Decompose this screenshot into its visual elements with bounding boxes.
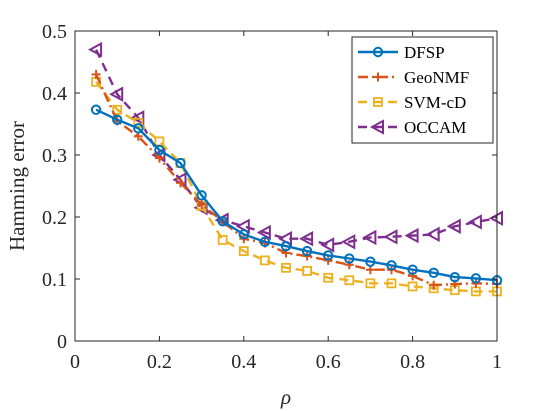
data-point	[91, 69, 101, 79]
x-tick-label: 0.8	[400, 351, 425, 373]
data-point	[196, 190, 207, 201]
data-point	[281, 262, 291, 273]
y-tick-label: 0.3	[42, 145, 67, 167]
data-point	[365, 278, 376, 289]
data-point	[446, 218, 461, 234]
ticks-layer: 0 0.2 0.4 0.6 0.8 1 0 0.1 0.2 0.3 0.4 0.5	[42, 21, 502, 373]
data-point	[238, 229, 250, 240]
legend-item-dfsp: DFSP	[358, 43, 445, 62]
data-point	[299, 231, 314, 247]
data-point	[449, 271, 460, 283]
y-tick-label: 0.4	[42, 83, 67, 105]
data-point	[344, 253, 355, 264]
legend: DFSP GeoNMF SVM-cD OCCAM	[351, 36, 494, 144]
data-point	[112, 114, 123, 125]
data-point	[256, 224, 271, 241]
data-point	[323, 250, 334, 261]
series-dfsp	[90, 104, 503, 286]
legend-item-occam: OCCAM	[358, 118, 466, 137]
data-point	[154, 144, 165, 156]
series-svm-cd	[91, 76, 502, 297]
legend-label: SVM-cD	[404, 93, 466, 112]
data-point	[238, 246, 249, 257]
data-point	[302, 266, 313, 276]
data-point	[323, 272, 334, 283]
data-point	[280, 240, 292, 252]
legend-item-svm-cd: SVM-cD	[358, 93, 466, 112]
y-tick-label: 0	[57, 331, 67, 353]
series-line	[95, 73, 498, 287]
legend-marker	[372, 46, 384, 58]
data-point	[429, 280, 439, 290]
data-point	[407, 264, 418, 275]
data-point	[301, 245, 313, 257]
data-point	[90, 104, 102, 115]
data-point	[365, 256, 376, 267]
series-occam	[88, 41, 503, 253]
legend-marker	[373, 72, 383, 82]
data-point	[386, 260, 397, 271]
legend-item-geonmf: GeoNMF	[358, 68, 469, 87]
data-point	[259, 236, 271, 248]
data-point	[428, 267, 439, 278]
data-point	[175, 157, 186, 169]
data-point	[467, 214, 482, 230]
data-point	[259, 255, 270, 266]
series-layer	[88, 41, 503, 297]
data-point	[217, 216, 228, 227]
y-tick-label: 0.1	[42, 269, 67, 291]
data-point	[88, 41, 103, 58]
data-point	[133, 117, 144, 128]
data-point	[407, 281, 418, 292]
data-point	[408, 271, 418, 281]
data-point	[344, 260, 354, 270]
data-point	[341, 234, 356, 250]
data-point	[133, 123, 144, 134]
y-tick-label: 0.2	[42, 207, 67, 229]
data-point	[320, 237, 335, 253]
x-tick-label: 0.2	[147, 351, 172, 373]
data-point	[386, 278, 397, 289]
x-tick-label: 0	[70, 351, 80, 373]
legend-label: DFSP	[404, 43, 445, 62]
data-point	[383, 229, 398, 245]
x-tick-label: 1	[492, 351, 502, 373]
legend-label: GeoNMF	[404, 68, 469, 87]
data-point	[130, 110, 145, 126]
data-point	[404, 227, 419, 244]
legend-marker	[373, 97, 383, 107]
data-point	[176, 178, 185, 188]
data-point	[362, 229, 377, 246]
data-point	[217, 235, 228, 245]
legend-marker	[369, 119, 384, 135]
data-point	[112, 104, 123, 115]
data-point	[197, 200, 207, 210]
y-tick-label: 0.5	[42, 21, 67, 43]
y-axis-label: Hamming error	[5, 121, 29, 251]
legend-label: OCCAM	[404, 118, 466, 137]
x-tick-label: 0.4	[231, 351, 256, 373]
plot-frame	[74, 30, 498, 342]
data-point	[344, 275, 355, 286]
data-point	[425, 226, 440, 243]
x-axis-label: ρ	[280, 385, 291, 409]
x-tick-label: 0.6	[316, 351, 341, 373]
data-point	[109, 86, 124, 102]
data-point	[470, 273, 482, 284]
